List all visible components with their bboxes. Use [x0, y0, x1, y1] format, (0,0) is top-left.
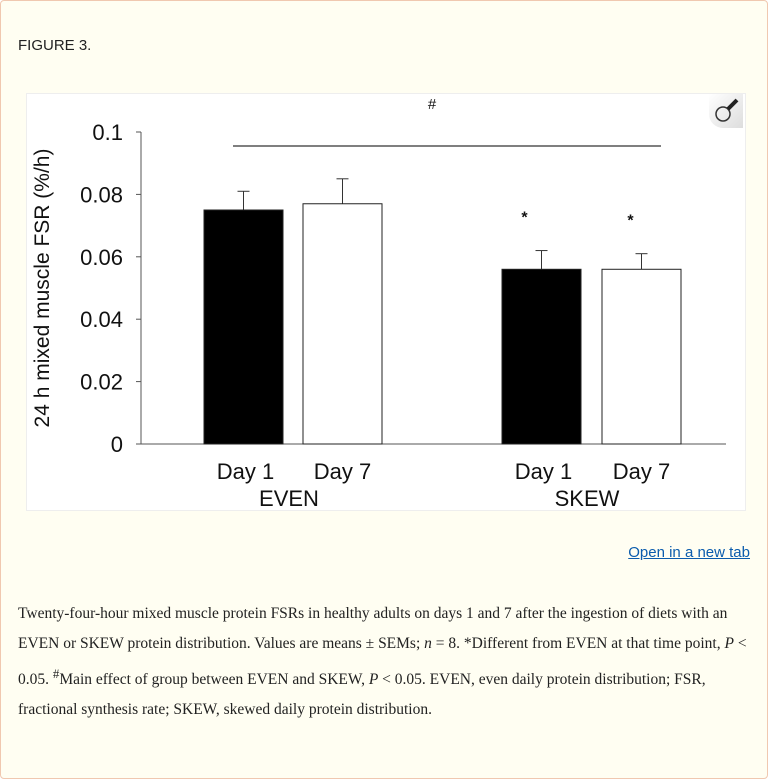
- caption-var: P: [368, 671, 379, 689]
- figure-label: FIGURE 3.: [18, 37, 92, 54]
- caption-text: = 8. *Different from EVEN at that time p…: [431, 635, 725, 652]
- x-tick-label: Day 1: [217, 459, 274, 484]
- magnifier-icon: [715, 98, 739, 122]
- group-label: EVEN: [259, 486, 319, 511]
- significance-hash: #: [428, 96, 437, 113]
- bar: [302, 203, 383, 445]
- group-label: SKEW: [555, 486, 620, 511]
- bar: [501, 268, 582, 445]
- y-tick-label: 0.08: [80, 182, 123, 207]
- y-tick-label: 0.06: [80, 245, 123, 270]
- caption-hash: #: [52, 666, 60, 681]
- y-axis-label: 24 h mixed muscle FSR (%/h): [31, 149, 54, 428]
- significance-asterisk: *: [521, 210, 528, 227]
- caption-var: n: [424, 635, 432, 652]
- caption-text: < 0.05.: [18, 635, 747, 689]
- bar: [203, 209, 284, 445]
- caption-text: Main effect of group between EVEN and SK…: [59, 671, 369, 689]
- x-tick-label: Day 7: [613, 459, 670, 484]
- significance-asterisk: *: [627, 213, 634, 230]
- y-tick-label: 0.02: [80, 370, 123, 395]
- x-tick-label: Day 1: [515, 459, 572, 484]
- caption-var: P: [724, 635, 734, 652]
- y-tick-label: 0.04: [80, 307, 123, 332]
- caption-text: < 0.05. EVEN, even daily protein distrib…: [18, 671, 706, 719]
- y-tick-label: 0: [111, 432, 123, 457]
- caption-text: Twenty-four-hour mixed muscle protein FS…: [18, 605, 728, 652]
- bar: [601, 268, 682, 445]
- x-tick-label: Day 7: [314, 459, 371, 484]
- open-in-new-tab-link[interactable]: Open in a new tab: [628, 544, 750, 561]
- y-tick-label: 0.1: [92, 120, 123, 145]
- figure-caption: Twenty-four-hour mixed muscle protein FS…: [18, 599, 758, 725]
- zoom-button[interactable]: [709, 94, 743, 128]
